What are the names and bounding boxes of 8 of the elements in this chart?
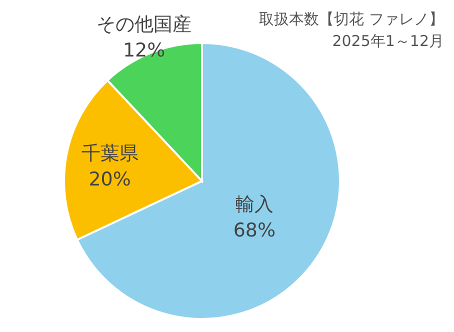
- slice-label: その他国産: [96, 14, 192, 36]
- data-label: 12%: [122, 40, 166, 62]
- slice-label: 千葉県: [81, 142, 138, 164]
- data-label: 68%: [233, 219, 276, 242]
- chart-title: 取扱本数【切花 ファレノ】: [259, 10, 444, 28]
- slice-label: 輸入: [235, 193, 274, 216]
- data-label: 20%: [88, 168, 131, 190]
- text: 2025年1～12月: [332, 32, 444, 50]
